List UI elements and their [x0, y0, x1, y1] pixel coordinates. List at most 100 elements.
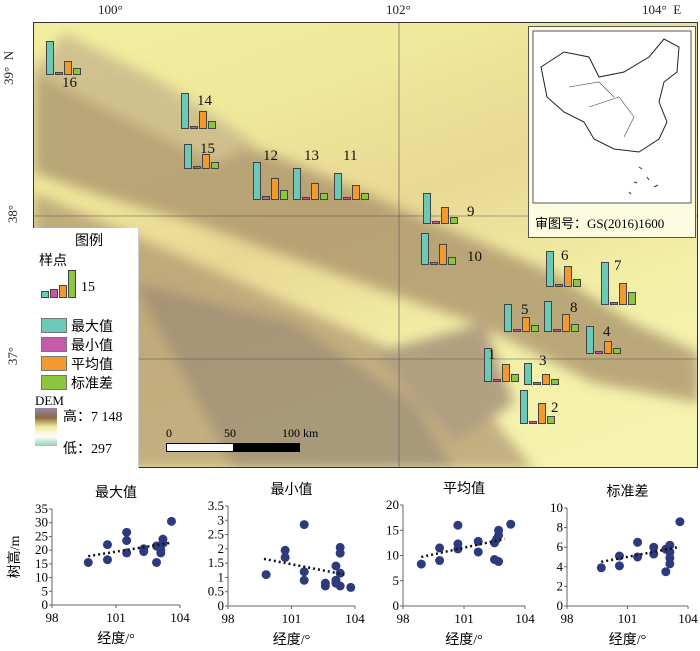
- x-tick-label: 98: [397, 611, 410, 626]
- site-label: 16: [62, 75, 77, 91]
- y-tick-label: 0: [218, 598, 225, 613]
- bar-std: [547, 415, 555, 424]
- lon-label-102: 102°: [386, 2, 411, 17]
- bar-min: [529, 421, 537, 424]
- x-tick-label: 98: [46, 610, 59, 625]
- y-axis-label: 树高/m: [6, 536, 23, 579]
- data-point: [435, 556, 445, 566]
- site-label: 5: [521, 302, 529, 318]
- site-15-bars: [184, 124, 219, 169]
- bar-min: [553, 329, 561, 332]
- data-point: [661, 567, 671, 577]
- data-point: [152, 557, 162, 567]
- china-outline: [532, 30, 692, 204]
- x-tick-label: 98: [222, 611, 235, 626]
- bar-min: [610, 302, 618, 305]
- scale-100: 100 km: [282, 426, 319, 440]
- data-point: [614, 561, 624, 571]
- scale-bar: [166, 443, 300, 452]
- site-2-bars: [520, 379, 555, 424]
- y-tick-label: 5: [393, 573, 400, 588]
- legend-item-label: 平均值: [71, 357, 113, 373]
- bar-mean: [199, 110, 207, 129]
- data-point: [633, 552, 643, 562]
- legend-item: 标准差: [33, 373, 113, 392]
- site-label: 15: [200, 141, 215, 157]
- bar-max: [293, 167, 301, 200]
- x-tick-label: 101: [454, 611, 474, 626]
- data-point: [102, 540, 112, 550]
- legend-item: 最大值: [33, 316, 113, 335]
- bar-std: [361, 193, 369, 200]
- data-point: [473, 547, 483, 557]
- chart-title: 最大值: [95, 485, 137, 501]
- y-tick-label: 5: [42, 583, 49, 598]
- site-6-bars: [546, 242, 581, 287]
- data-point: [280, 545, 290, 555]
- dem-map: 16 14 15 12 13 11 9 10 6 7 5 8 4 1 3 2 0 50 100 km: [33, 22, 698, 468]
- data-point: [83, 557, 93, 567]
- site-13-bars: [293, 155, 328, 200]
- bar-mean: [542, 373, 550, 385]
- bar-min: [595, 351, 603, 354]
- x-tick-label: 104: [345, 611, 365, 626]
- x-tick-label: 104: [678, 611, 698, 626]
- trend-line: [88, 541, 170, 558]
- bar-std: [573, 278, 581, 287]
- y-tick-label: 3.5: [208, 498, 224, 513]
- site-label: 11: [343, 148, 358, 164]
- bar-min: [302, 197, 310, 200]
- bar-min: [190, 126, 198, 129]
- bar-max: [546, 250, 554, 287]
- bar-std: [511, 373, 519, 382]
- bar-min: [55, 72, 63, 75]
- bar-max: [46, 41, 54, 75]
- bar-std: [450, 217, 458, 224]
- data-point: [596, 563, 606, 573]
- bar-max: [334, 173, 342, 200]
- legend-swatch: [41, 375, 67, 390]
- legend-item: 最小值: [33, 335, 113, 354]
- y-tick-label: 2.5: [208, 527, 224, 542]
- legend-sample-label: 样点: [39, 254, 67, 269]
- data-point: [122, 536, 132, 546]
- trend-line: [421, 537, 505, 559]
- y-tick-label: 1: [218, 569, 225, 584]
- terrain-relief: [34, 23, 697, 467]
- site-5-bars: [504, 287, 539, 332]
- bar-mean: [441, 207, 449, 224]
- bar-min: [432, 221, 440, 224]
- y-tick-label: 2: [218, 541, 225, 556]
- y-tick-label: 30: [35, 515, 48, 530]
- bar-std: [551, 379, 559, 385]
- site-label: 2: [551, 400, 559, 416]
- data-point: [299, 520, 309, 530]
- trend-line: [263, 557, 345, 576]
- y-tick-label: 8: [557, 520, 564, 535]
- bar-min: [513, 329, 521, 332]
- bar-mean: [619, 282, 627, 305]
- bar-max: [586, 326, 594, 354]
- bar-mean: [202, 153, 210, 169]
- chart-title: 平均值: [443, 481, 485, 497]
- dem-label: DEM: [35, 393, 64, 408]
- site-label: 4: [603, 324, 611, 340]
- data-point: [665, 559, 675, 569]
- y-tick-label: 20: [35, 542, 48, 557]
- data-point: [335, 581, 345, 591]
- bar-min: [555, 284, 563, 287]
- bar-mean: [311, 183, 319, 200]
- bar-std: [531, 325, 539, 332]
- legend-swatch: [41, 318, 67, 333]
- bar-mean: [271, 177, 279, 200]
- data-point: [494, 557, 504, 567]
- y-tick-label: 25: [35, 528, 48, 543]
- data-point: [299, 567, 309, 577]
- scale-50: 50: [224, 426, 236, 440]
- legend-sample-bars: [41, 268, 76, 298]
- y-tick-label: 10: [35, 570, 48, 585]
- x-axis-label: 经度/°: [97, 631, 135, 647]
- data-point: [320, 581, 330, 591]
- bar-max: [601, 261, 609, 305]
- data-point: [335, 548, 345, 558]
